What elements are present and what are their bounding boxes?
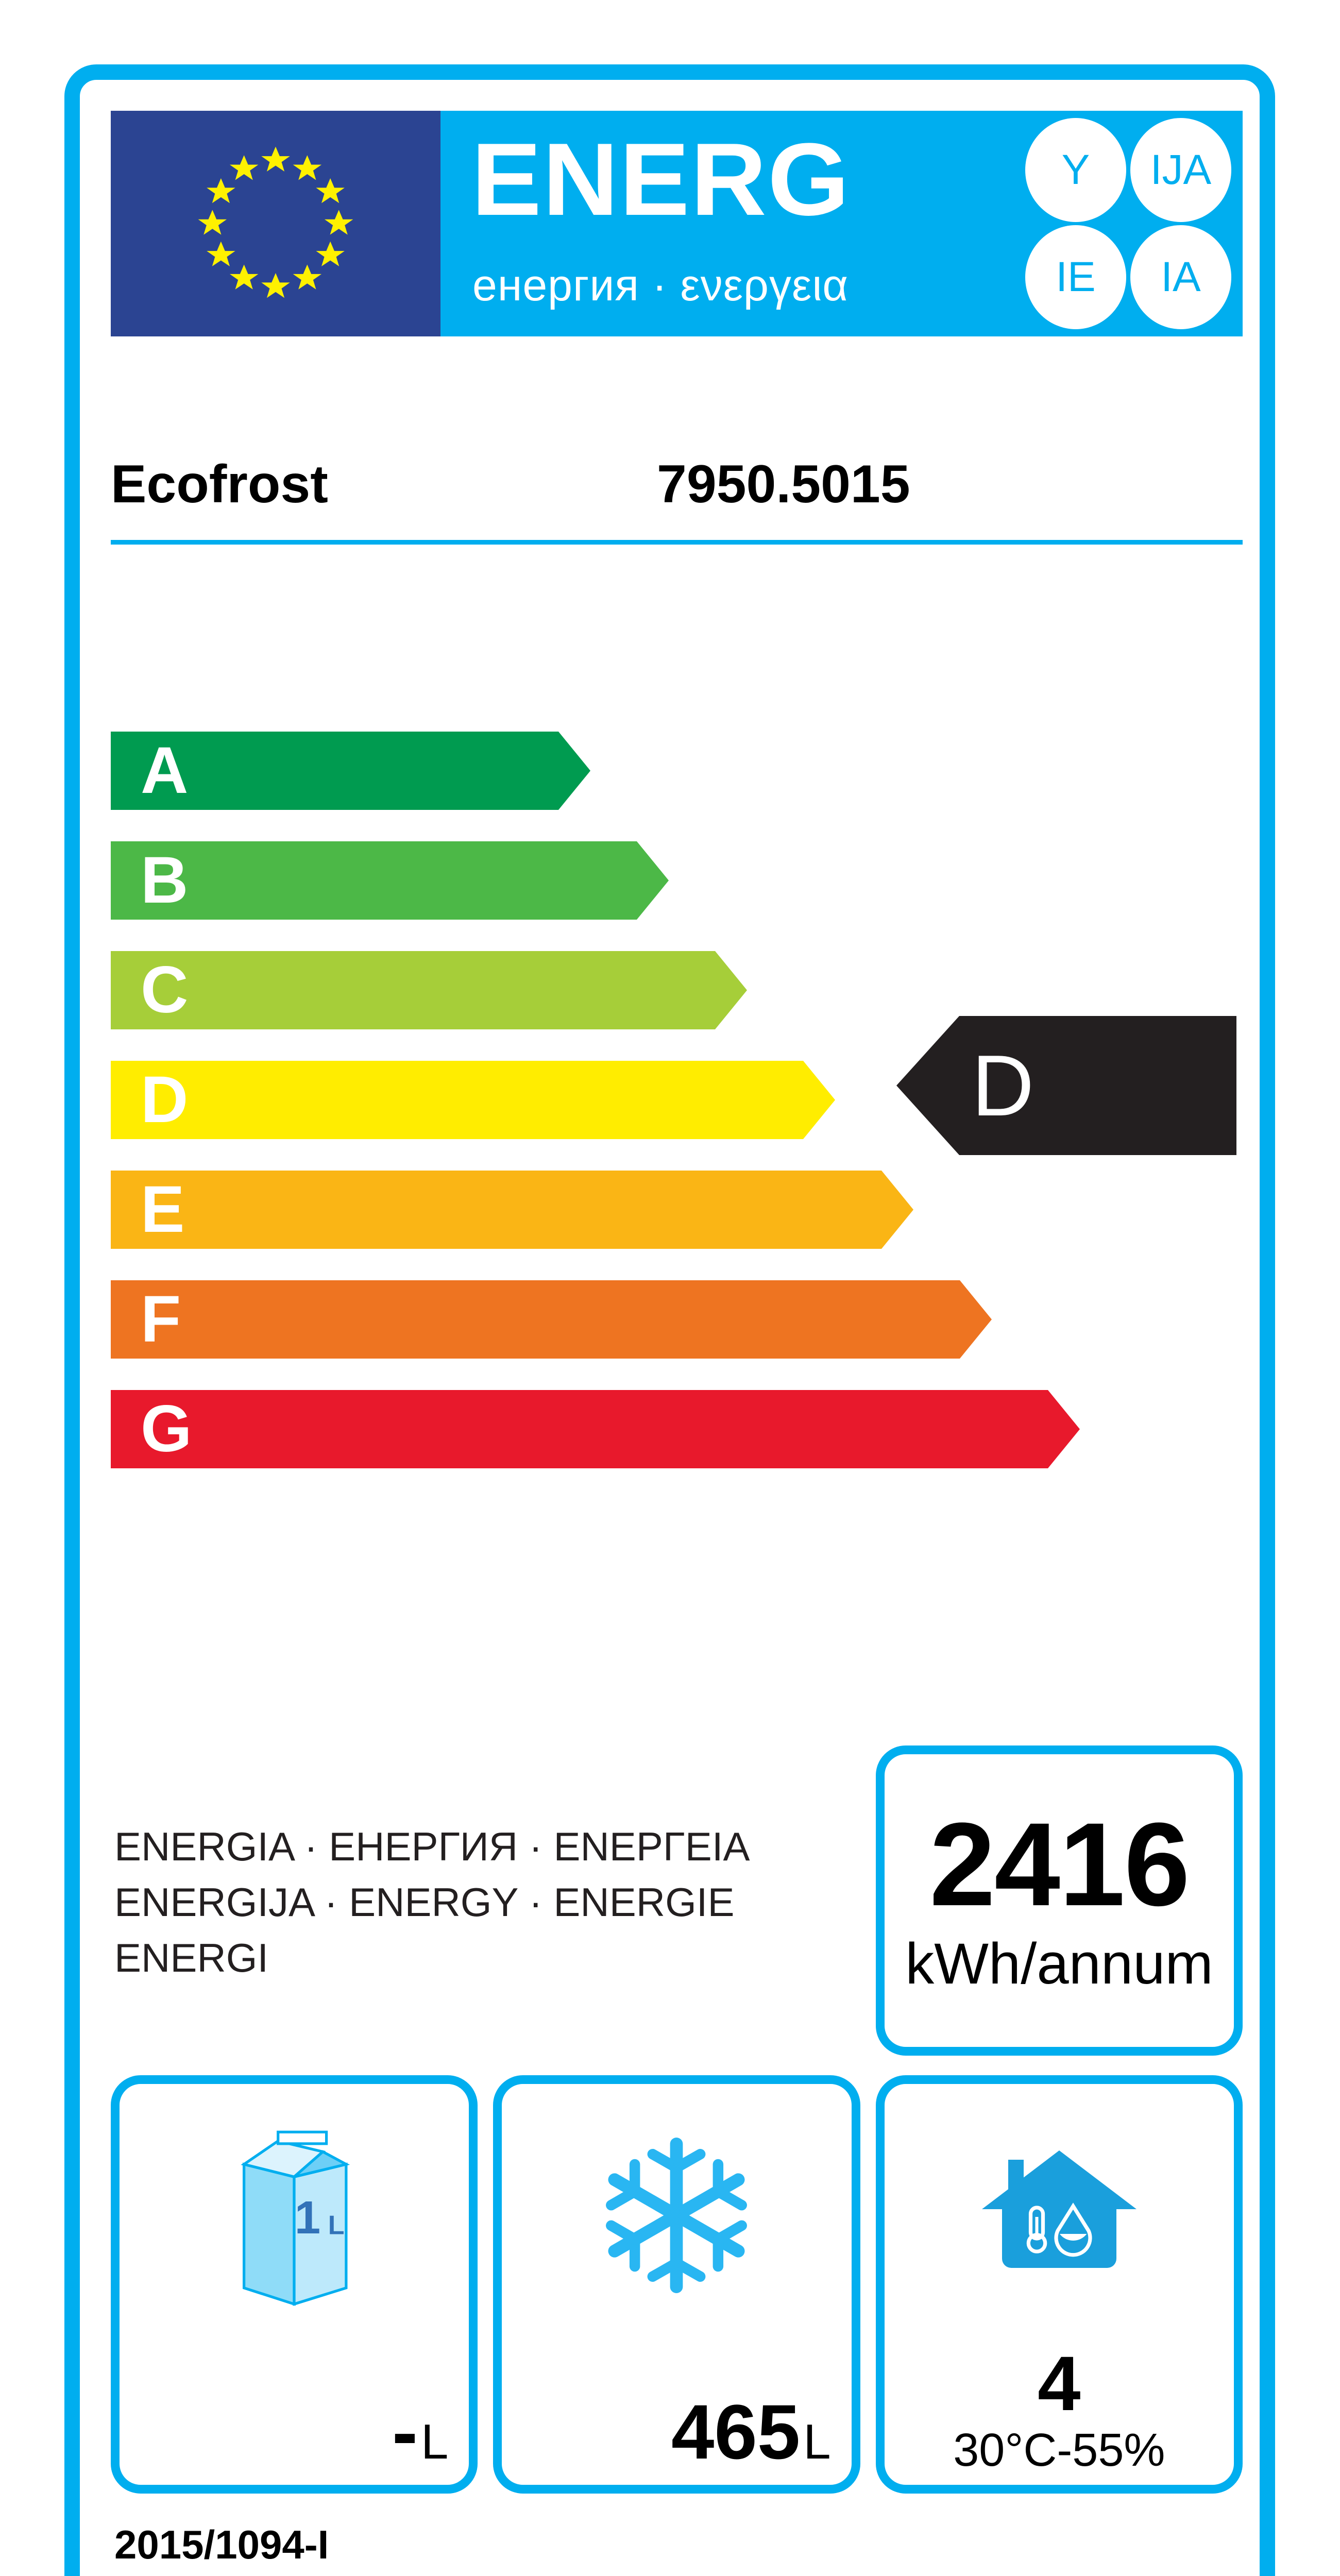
energy-multilingual-block: ENERGIA · ЕНЕРГИЯ · ΕΝΕΡΓΕΙΑ ENERGIJA · … [114, 1819, 784, 1986]
energy-class-letter: B [141, 843, 189, 917]
language-circles: Y IJA IE IA [1025, 118, 1231, 329]
supplier-row: Ecofrost 7950.5015 [111, 453, 1243, 515]
milk-carton-caption: 1 [295, 2192, 320, 2244]
energy-class-bar-a: A [111, 732, 590, 810]
class-arrow-shape [111, 1171, 913, 1249]
milk-carton-icon: 1 L [120, 2105, 469, 2326]
climate-class-value: 4 [1038, 2340, 1081, 2427]
fresh-volume-value: - [392, 2388, 418, 2475]
freezer-volume-unit: L [803, 2414, 831, 2469]
language-circle-ie: IE [1025, 225, 1126, 329]
energy-class-letter: C [141, 953, 189, 1027]
freezer-volume-box: 465L [493, 2075, 860, 2494]
energ-banner: ENERG енергия · ενεργεια Y IJA IE IA [440, 111, 1243, 336]
fresh-volume-readout: -L [120, 2393, 448, 2470]
energy-words-line-1: ENERGIA · ЕНЕРГИЯ · ΕΝΕΡΓΕΙΑ [114, 1824, 750, 1869]
house-climate-icon [885, 2105, 1234, 2326]
language-circle-ia: IA [1130, 225, 1231, 329]
supplier-name: Ecofrost [111, 454, 328, 514]
class-arrow-shape [111, 951, 747, 1029]
freezer-volume-readout: 465L [502, 2393, 831, 2470]
fresh-volume-box: 1 L -L [111, 2075, 478, 2494]
language-circle-ija: IJA [1130, 118, 1231, 222]
energy-class-bar-c: C [111, 951, 747, 1029]
energy-words-line-3: ENERGI [114, 1935, 269, 1980]
class-arrow-shape [111, 1280, 992, 1359]
indicator-class-letter: D [972, 1037, 1034, 1134]
energ-wordmark: ENERG [471, 122, 851, 237]
energy-class-indicator: D [896, 1016, 1236, 1155]
class-arrow-shape [111, 732, 590, 810]
energy-class-bar-d: D [111, 1061, 835, 1139]
energy-class-bar-e: E [111, 1171, 913, 1249]
freezer-volume-value: 465 [671, 2388, 801, 2475]
energy-class-letter: E [141, 1173, 185, 1246]
energy-words-line-2: ENERGIJA · ENERGY · ENERGIE [114, 1879, 735, 1925]
milk-carton-caption-unit: L [328, 2211, 345, 2241]
annual-consumption-value: 2416 [929, 1798, 1190, 1931]
energy-class-letter: A [141, 734, 189, 807]
energ-subtitle: енергия · ενεργεια [472, 261, 849, 310]
snowflake-icon [502, 2105, 851, 2326]
label-header: ENERG енергия · ενεργεια Y IJA IE IA [111, 111, 1243, 336]
energy-class-letter: F [141, 1282, 181, 1356]
class-arrow-shape [111, 841, 669, 920]
model-identifier: 7950.5015 [657, 454, 910, 514]
climate-class-range: 30°C-55% [953, 2425, 1165, 2476]
eu-flag-icon [111, 111, 440, 336]
class-arrow-shape [111, 1390, 1080, 1468]
header-divider [111, 540, 1243, 545]
energy-class-bar-b: B [111, 841, 669, 920]
class-arrow-shape [111, 1061, 835, 1139]
energy-class-letter: G [141, 1392, 192, 1466]
energy-class-bar-f: F [111, 1280, 992, 1359]
annual-consumption-unit: kWh/annum [905, 1931, 1213, 1996]
climate-class-box: 4 30°C-55% [875, 2075, 1243, 2494]
regulation-reference: 2015/1094-I [114, 2522, 329, 2567]
indicator-arrow-shape [896, 1016, 1236, 1155]
pictogram-row: 1 L -L [111, 2075, 1243, 2494]
annual-consumption-box: 2416 kWh/annum [876, 1745, 1243, 2056]
fresh-volume-unit: L [420, 2414, 449, 2469]
language-circle-y: Y [1025, 118, 1126, 222]
energy-class-bar-g: G [111, 1390, 1080, 1468]
energy-class-letter: D [141, 1063, 189, 1137]
climate-class-readout: 4 30°C-55% [885, 2345, 1234, 2473]
